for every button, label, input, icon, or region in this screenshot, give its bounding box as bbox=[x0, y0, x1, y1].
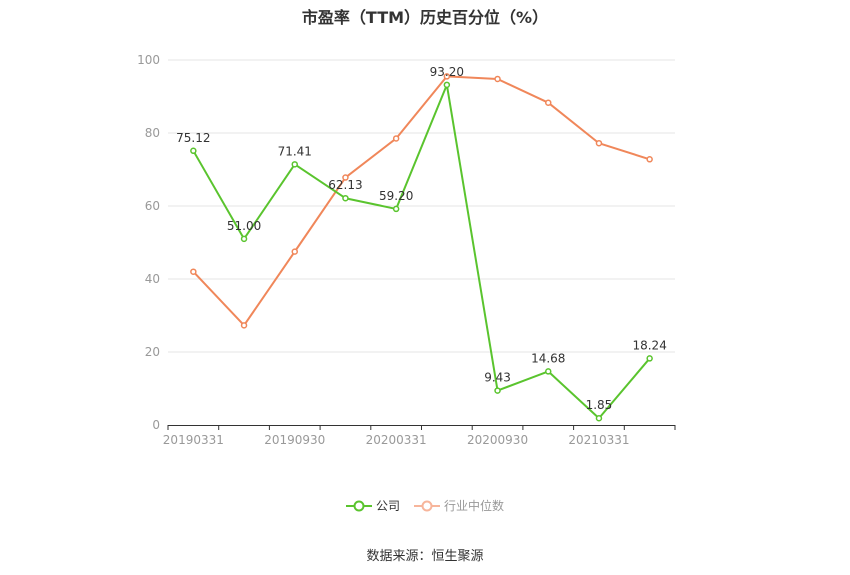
series-line-company bbox=[192, 83, 651, 420]
series-line-industry-median bbox=[192, 75, 650, 327]
data-label: 75.12 bbox=[176, 131, 210, 145]
y-tick-label: 60 bbox=[145, 199, 160, 213]
data-label: 71.41 bbox=[278, 144, 312, 158]
legend-marker-company-icon bbox=[345, 500, 372, 511]
data-point-company bbox=[342, 194, 349, 202]
data-point-industry-median bbox=[291, 248, 298, 255]
data-label: 14.68 bbox=[531, 351, 565, 365]
data-point-company bbox=[494, 387, 501, 394]
x-tick-label: 20200930 bbox=[467, 433, 528, 447]
y-tick-label: 40 bbox=[145, 272, 160, 286]
legend-label-industry-median: 行业中位数 bbox=[444, 499, 505, 513]
legend: 公司 行业中位数 bbox=[0, 497, 850, 514]
axes: 0 20 40 60 80 100 20190331 20190930 20200331 2020… bbox=[137, 53, 676, 447]
y-tick-label: 20 bbox=[145, 345, 160, 359]
legend-item-company[interactable]: 公司 bbox=[345, 497, 400, 514]
data-point-industry-median bbox=[392, 135, 400, 142]
data-point-company bbox=[190, 147, 197, 155]
chart-title: 市盈率（TTM）历史百分位（%） bbox=[301, 8, 549, 27]
data-point-industry-median bbox=[646, 156, 653, 163]
grid-lines bbox=[168, 59, 675, 353]
data-point-industry-median bbox=[190, 268, 197, 275]
data-point-industry-median bbox=[342, 174, 349, 181]
x-tick-label: 20190331 bbox=[163, 433, 224, 447]
x-tick-label: 20210331 bbox=[568, 433, 629, 447]
y-tick-label: 100 bbox=[137, 53, 160, 67]
data-point-industry-median bbox=[443, 73, 451, 80]
data-label: 62.13 bbox=[328, 178, 362, 192]
series-lines bbox=[190, 73, 653, 422]
data-label: 18.24 bbox=[632, 338, 666, 352]
data-point-industry-median bbox=[595, 139, 603, 147]
legend-item-industry-median[interactable]: 行业中位数 bbox=[414, 497, 504, 514]
x-tick-label: 20200331 bbox=[366, 433, 427, 447]
data-point-company bbox=[291, 161, 298, 168]
data-point-industry-median bbox=[494, 75, 501, 83]
data-point-industry-median bbox=[240, 322, 248, 329]
x-tick-label: 20190930 bbox=[264, 433, 325, 447]
legend-marker-industry-median-icon bbox=[414, 500, 440, 511]
data-point-company bbox=[392, 205, 400, 213]
data-point-company bbox=[595, 414, 603, 422]
data-point-company bbox=[545, 368, 552, 375]
data-label: 9.43 bbox=[484, 371, 511, 385]
data-point-company bbox=[443, 81, 451, 89]
legend-label-company: 公司 bbox=[375, 499, 400, 513]
y-tick-label: 0 bbox=[152, 418, 160, 432]
data-labels: 75.12 51.00 71.41 62.13 59.20 93.20 9.43 14.68 1… bbox=[176, 65, 667, 412]
data-label: 93.20 bbox=[430, 65, 464, 79]
data-point-company bbox=[240, 235, 248, 243]
y-tick-label: 80 bbox=[145, 126, 160, 140]
data-label: 1.85 bbox=[586, 398, 613, 412]
data-label: 59.20 bbox=[379, 189, 413, 203]
data-point-industry-median bbox=[545, 99, 552, 106]
data-source: 数据来源：恒生聚源 bbox=[366, 549, 484, 564]
data-label: 51.00 bbox=[227, 219, 261, 233]
data-point-company bbox=[646, 355, 653, 362]
